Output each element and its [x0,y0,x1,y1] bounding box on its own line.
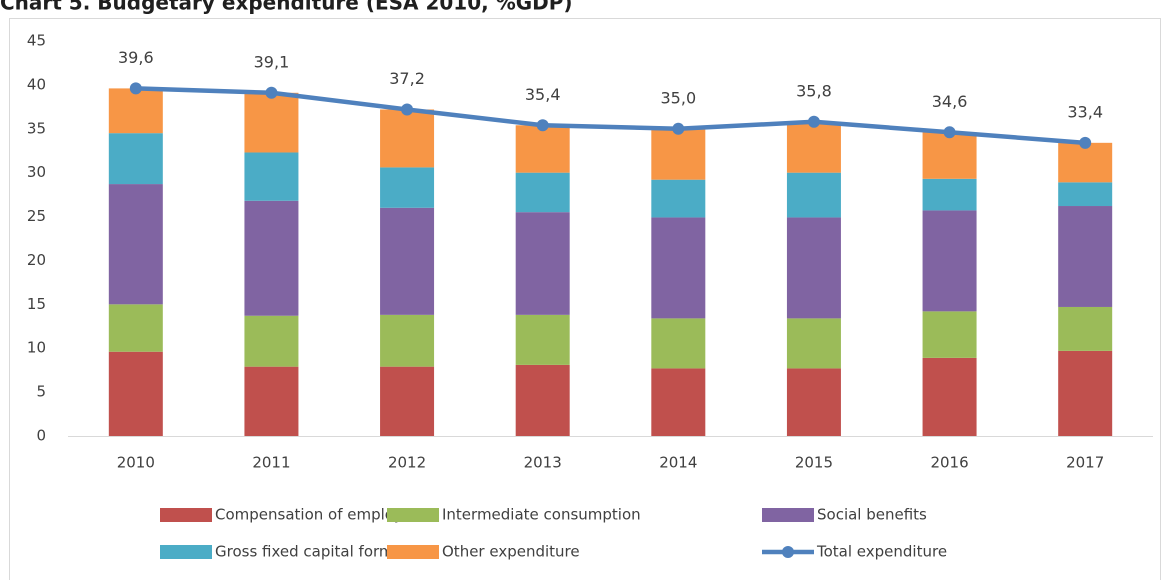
x-tick-label: 2010 [117,454,155,472]
legend-label: Total expenditure [816,543,947,561]
bar-segment [515,172,570,213]
line-marker [1079,136,1092,149]
legend-swatch [387,508,439,522]
bar-segment [651,368,706,436]
bar-segment [380,207,435,315]
bar-segment [922,132,977,179]
y-tick-label: 10 [27,339,46,357]
bar-segment [380,314,435,367]
x-tick-label: 2012 [388,454,426,472]
data-label: 34,6 [932,92,968,111]
data-label: 33,4 [1067,102,1103,121]
bar-segment [244,92,299,153]
bar-segment [515,125,570,173]
bar-segment [786,368,841,436]
data-label: 37,2 [389,69,425,88]
x-tick-label: 2014 [659,454,697,472]
bar-segment [380,167,435,208]
y-tick-label: 45 [27,32,46,50]
bar-segment [922,178,977,211]
bar-segment [651,217,706,319]
data-label: 35,8 [796,81,832,100]
y-tick-label: 15 [27,295,46,313]
legend-swatch [160,508,212,522]
bar-segment [108,133,163,185]
bar-segment [244,152,299,201]
bar-segment [1058,206,1113,307]
chart-title: Chart 5. Budgetary expenditure (ESA 2010… [0,0,573,15]
bar-segment [108,351,163,436]
bar-segment [244,315,299,367]
bar-segment [515,314,570,365]
legend-label: Social benefits [817,506,927,524]
line [135,86,1086,146]
data-label: 39,6 [118,48,154,67]
bar-segment [786,121,841,173]
line-marker [265,86,278,99]
bar-segment [515,364,570,436]
bar-segment [1058,182,1113,207]
legend-label: Other expenditure [442,543,580,561]
bar-segment [651,318,706,369]
bar-segment [1058,306,1113,351]
y-tick-label: 20 [27,251,46,269]
x-tick-label: 2017 [1066,454,1104,472]
bar-segment [244,366,299,436]
bar-segment [380,366,435,436]
legend-swatch [387,545,439,559]
line-marker [536,119,549,132]
bar-segment [651,128,706,180]
y-tick-label: 40 [27,75,46,93]
bar-segment [786,217,841,319]
legend-swatch [762,508,814,522]
bar-segment [108,184,163,305]
bar-segment [922,210,977,312]
bar-segment [786,172,841,218]
line-marker [672,122,685,135]
line-marker [129,82,142,95]
legend-label: Intermediate consumption [442,506,641,524]
bar-segment [108,304,163,352]
line-marker [401,103,414,116]
bar-segment [922,357,977,436]
bar-segment [515,212,570,315]
bar-segment [1058,142,1113,183]
bar-segment [1058,350,1113,436]
bar-segment [380,109,435,168]
line-marker [943,126,956,139]
bar-segment [244,200,299,316]
y-tick-label: 30 [27,163,46,181]
x-tick-label: 2011 [252,454,290,472]
x-tick-label: 2013 [524,454,562,472]
data-label: 35,4 [525,85,561,104]
line-marker [807,115,820,128]
data-label: 39,1 [254,52,290,71]
y-tick-label: 0 [36,427,46,445]
y-tick-label: 35 [27,119,46,137]
x-tick-label: 2016 [930,454,968,472]
bar-segment [922,311,977,358]
bar-segment [786,318,841,369]
legend-label: Gross fixed capital formation [215,543,431,561]
x-tick-label: 2015 [795,454,833,472]
bar-segment [651,179,706,218]
y-tick-label: 25 [27,207,46,225]
y-tick-label: 5 [36,383,46,401]
data-label: 35,0 [661,88,697,107]
chart-border [9,18,1161,580]
legend-marker [782,546,794,558]
legend-swatch [160,545,212,559]
legend-label: Compensation of employees [215,506,429,524]
bar-segment [108,88,163,134]
